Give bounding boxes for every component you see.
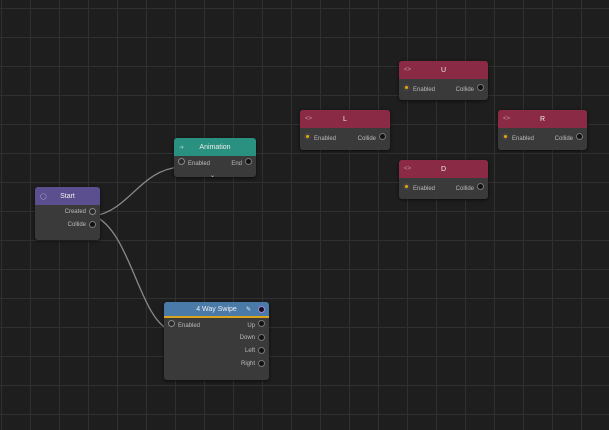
output-socket-up[interactable] bbox=[258, 320, 265, 327]
input-label: Enabled bbox=[178, 323, 201, 329]
input-socket-enabled[interactable] bbox=[403, 183, 410, 190]
node-header[interactable]: ➜ Animation bbox=[174, 138, 256, 156]
output-socket-collide[interactable] bbox=[477, 183, 484, 190]
chevron-down-icon[interactable]: ⌄ bbox=[210, 173, 216, 179]
output-label: Left bbox=[244, 347, 255, 354]
node-title: U bbox=[440, 66, 447, 74]
input-label: Enabled bbox=[188, 161, 211, 167]
output-label: End bbox=[231, 161, 242, 167]
output-socket-down[interactable] bbox=[258, 334, 265, 341]
input-label: Enabled bbox=[413, 186, 436, 192]
wire-start-animation bbox=[93, 166, 181, 217]
output-label: Down bbox=[239, 334, 255, 341]
wire-start-swipe bbox=[93, 215, 171, 331]
node-d[interactable]: <> D Enabled Collide bbox=[399, 160, 488, 199]
output-socket-left[interactable] bbox=[258, 347, 265, 354]
input-label: Enabled bbox=[413, 87, 436, 93]
node-title: D bbox=[440, 165, 447, 173]
node-title: R bbox=[539, 115, 546, 123]
code-icon: <> bbox=[404, 67, 412, 73]
node-header[interactable]: <> U bbox=[399, 61, 488, 79]
node-start[interactable]: ◯ Start Created Collide bbox=[35, 187, 100, 240]
node-title: L bbox=[343, 115, 347, 123]
code-icon: <> bbox=[503, 116, 511, 122]
arrow-icon: ➜ bbox=[179, 144, 185, 151]
node-header[interactable]: <> D bbox=[399, 160, 488, 178]
output-socket-collide[interactable] bbox=[89, 221, 96, 228]
output-label: Right bbox=[240, 360, 255, 367]
input-socket-enabled[interactable] bbox=[304, 133, 311, 140]
input-socket-enabled[interactable] bbox=[403, 84, 410, 91]
output-label: Collide bbox=[554, 136, 573, 142]
node-title: 4 Way Swipe bbox=[196, 305, 237, 313]
output-label: Collide bbox=[67, 221, 86, 228]
output-socket-collide[interactable] bbox=[576, 133, 583, 140]
output-label: Collide bbox=[455, 87, 474, 93]
node-header[interactable]: ◯ Start bbox=[35, 187, 100, 205]
input-label: Enabled bbox=[314, 136, 337, 142]
header-socket[interactable] bbox=[258, 305, 265, 313]
code-icon: <> bbox=[404, 166, 412, 172]
circle-icon: ◯ bbox=[40, 193, 47, 200]
output-label: Collide bbox=[455, 186, 474, 192]
input-socket-enabled[interactable] bbox=[502, 133, 509, 140]
node-u[interactable]: <> U Enabled Collide bbox=[399, 61, 488, 100]
node-header[interactable]: 4 Way Swipe ✎ bbox=[164, 302, 269, 318]
output-socket-collide[interactable] bbox=[379, 133, 386, 140]
node-l[interactable]: <> L Enabled Collide bbox=[300, 110, 390, 150]
pin-icon[interactable]: ✎ bbox=[245, 306, 251, 313]
input-label: Enabled bbox=[512, 136, 535, 142]
input-socket-enabled[interactable] bbox=[178, 158, 185, 165]
node-title: Start bbox=[60, 192, 75, 200]
output-label: Created bbox=[64, 208, 86, 215]
node-r[interactable]: <> R Enabled Collide bbox=[498, 110, 587, 150]
output-socket-created[interactable] bbox=[89, 208, 96, 215]
output-label: Up bbox=[247, 323, 255, 329]
output-socket-right[interactable] bbox=[258, 360, 265, 367]
node-header[interactable]: <> L bbox=[300, 110, 390, 128]
code-icon: <> bbox=[305, 116, 313, 122]
node-4-way-swipe[interactable]: 4 Way Swipe ✎ Enabled Up Down Left Right bbox=[164, 302, 269, 380]
node-header[interactable]: <> R bbox=[498, 110, 587, 128]
output-socket-end[interactable] bbox=[245, 158, 252, 165]
node-animation[interactable]: ➜ Animation Enabled End ⌄ bbox=[174, 138, 256, 179]
output-label: Collide bbox=[357, 136, 376, 142]
input-socket-enabled[interactable] bbox=[168, 320, 175, 327]
output-socket-collide[interactable] bbox=[477, 84, 484, 91]
node-title: Animation bbox=[199, 143, 231, 151]
